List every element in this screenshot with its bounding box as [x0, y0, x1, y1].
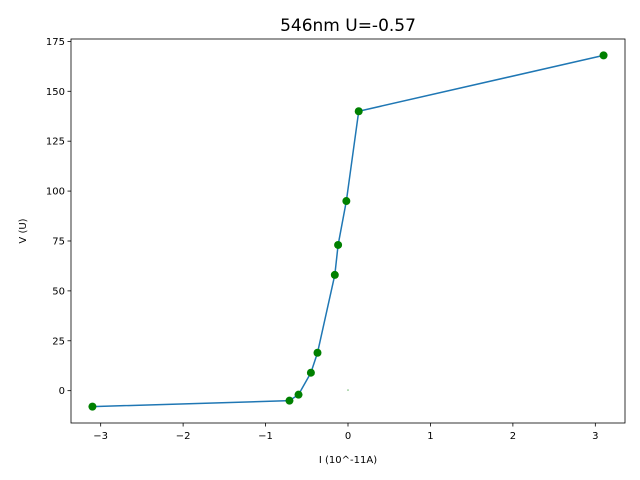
data-point: [599, 51, 608, 60]
x-tick-label: 0: [345, 431, 351, 442]
y-tick-label: 125: [46, 137, 65, 148]
y-tick-label: 75: [52, 236, 65, 247]
y-tick-label: 25: [52, 336, 65, 347]
y-tick-label: 150: [46, 87, 65, 98]
x-tick-label: −3: [93, 431, 108, 442]
plot-layer: [88, 51, 608, 411]
x-tick-label: 3: [592, 431, 598, 442]
data-point: [334, 240, 343, 249]
data-point: [330, 270, 339, 279]
x-tick-label: −2: [176, 431, 191, 442]
series-line: [92, 54, 604, 408]
x-axis-label: I (10^-11A): [319, 455, 377, 466]
data-point: [285, 396, 294, 405]
x-axis: −3 −2 −1 0 1 2 3: [93, 423, 599, 442]
x-tick-label: −1: [258, 431, 273, 442]
data-point: [342, 197, 351, 206]
data-point: [354, 107, 363, 116]
y-axis: 0 25 50 75 100 125 150 175: [46, 37, 71, 397]
data-point: [88, 402, 97, 411]
data-point: [306, 368, 315, 377]
y-tick-label: 50: [52, 286, 65, 297]
y-axis-label: V (U): [18, 218, 29, 243]
plot-frame: [70, 38, 626, 424]
y-tick-label: 175: [46, 37, 65, 48]
annotation-mark: [347, 389, 349, 391]
chart-title: 546nm U=-0.57: [280, 16, 416, 36]
x-tick-label: 1: [427, 431, 433, 442]
data-point: [294, 390, 303, 399]
x-tick-label: 2: [510, 431, 516, 442]
y-tick-label: 0: [59, 386, 65, 397]
data-point: [313, 348, 322, 357]
y-tick-label: 100: [46, 187, 65, 198]
